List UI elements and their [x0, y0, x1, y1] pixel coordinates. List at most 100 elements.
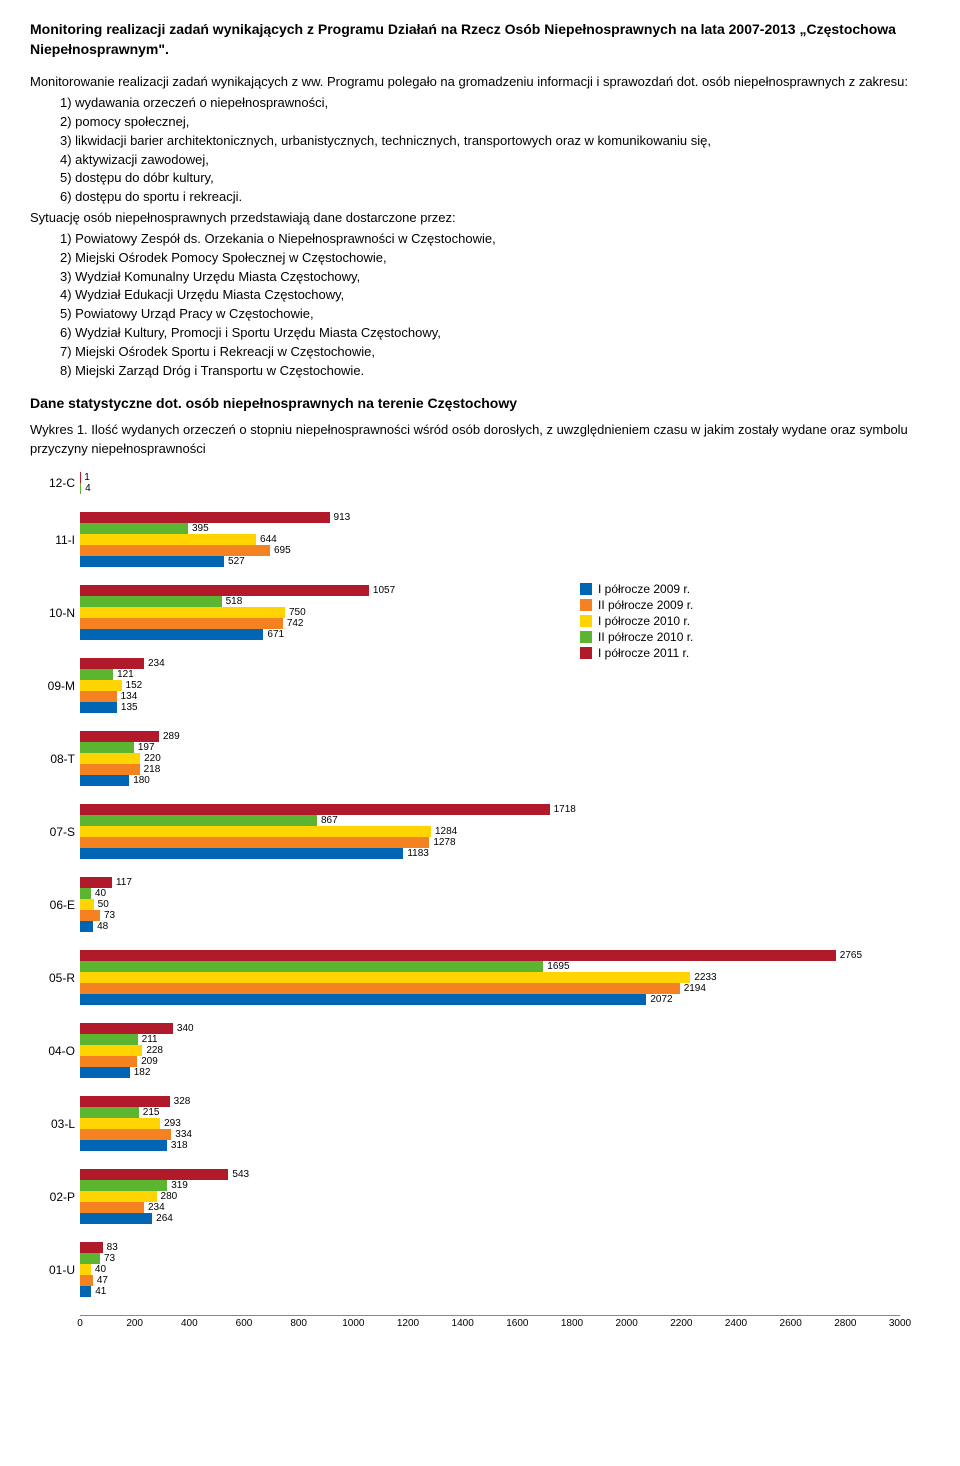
chart-bar [80, 775, 129, 786]
chart-bar [80, 950, 836, 961]
chart-legend-item: I półrocze 2011 r. [580, 646, 693, 660]
chart-bar-label: 234 [148, 1202, 165, 1213]
chart-bar [80, 512, 330, 523]
chart-bar-label: 1718 [554, 804, 576, 815]
chart-bar-label: 318 [171, 1140, 188, 1151]
chart-bar [80, 1264, 91, 1275]
chart-x-axis: 0200400600800100012001400160018002000220… [80, 1315, 900, 1336]
chart-bar [80, 618, 283, 629]
chart-bar [80, 753, 140, 764]
chart-bar [80, 983, 680, 994]
chart-bar [80, 1169, 228, 1180]
chart-bar [80, 1202, 144, 1213]
chart-bar [80, 1023, 173, 1034]
chart-bar-label: 293 [164, 1118, 181, 1129]
chart-x-tick: 1400 [452, 1318, 474, 1329]
chart-bar-label: 152 [126, 680, 143, 691]
chart-bar-label: 1695 [547, 961, 569, 972]
chart-bar-label: 209 [141, 1056, 158, 1067]
list-item: 2) pomocy społecznej, [60, 113, 930, 132]
chart-bar-label: 1278 [433, 837, 455, 848]
chart-bar-label: 211 [142, 1034, 158, 1045]
chart-bar [80, 585, 369, 596]
chart-bar [80, 483, 81, 494]
chart-bar-label: 40 [95, 888, 106, 899]
chart-bar-label: 264 [156, 1213, 173, 1224]
chart-bar-label: 197 [138, 742, 155, 753]
chart-bar-label: 4 [85, 483, 91, 494]
chart-bar-label: 644 [260, 534, 277, 545]
chart-bar [80, 596, 222, 607]
list-item: 1) wydawania orzeczeń o niepełnosprawnoś… [60, 94, 930, 113]
chart-x-tick: 2000 [616, 1318, 638, 1329]
list-1: 1) wydawania orzeczeń o niepełnosprawnoś… [60, 94, 930, 207]
list-item: 6) Wydział Kultury, Promocji i Sportu Ur… [60, 324, 930, 343]
chart-bar [80, 899, 94, 910]
chart-bar-label: 41 [95, 1286, 106, 1297]
chart-bar-label: 121 [117, 669, 134, 680]
intro-1: Monitorowanie realizacji zadań wynikając… [30, 73, 930, 92]
legend-label: I półrocze 2010 r. [598, 614, 690, 628]
chart-bar [80, 1213, 152, 1224]
list-item: 4) aktywizacji zawodowej, [60, 151, 930, 170]
chart-bar [80, 877, 112, 888]
chart-category-label: 05-R [30, 971, 75, 985]
chart-bar [80, 742, 134, 753]
chart-bar-label: 2072 [650, 994, 672, 1005]
chart-bar-label: 73 [104, 910, 115, 921]
chart-bar [80, 764, 140, 775]
intro-2: Sytuację osób niepełnosprawnych przedsta… [30, 209, 930, 228]
chart-x-tick: 1800 [561, 1318, 583, 1329]
chart-x-tick: 2400 [725, 1318, 747, 1329]
chart-bar [80, 848, 403, 859]
chart-legend-item: I półrocze 2010 r. [580, 614, 693, 628]
chart-bar-label: 234 [148, 658, 165, 669]
chart-bar-label: 134 [121, 691, 138, 702]
legend-swatch [580, 599, 592, 611]
chart-bar [80, 1253, 100, 1264]
section-subtitle: Dane statystyczne dot. osób niepełnospra… [30, 395, 930, 411]
legend-label: II półrocze 2010 r. [598, 630, 693, 644]
chart-x-tick: 600 [236, 1318, 253, 1329]
chart-category-label: 09-M [30, 679, 75, 693]
chart-bar [80, 731, 159, 742]
chart-bar [80, 837, 429, 848]
chart-category-label: 06-E [30, 898, 75, 912]
chart-bar-label: 73 [104, 1253, 115, 1264]
chart-bar-label: 742 [287, 618, 304, 629]
chart-bar [80, 691, 117, 702]
chart-bar [80, 994, 646, 1005]
chart-bar [80, 556, 224, 567]
chart-bar [80, 1034, 138, 1045]
chart-bar-label: 671 [267, 629, 284, 640]
list-item: 5) dostępu do dóbr kultury, [60, 169, 930, 188]
chart-bar [80, 1191, 157, 1202]
chart-bar [80, 607, 285, 618]
chart-bar [80, 1056, 137, 1067]
chart-bar [80, 1045, 142, 1056]
list-item: 3) likwidacji barier architektonicznych,… [60, 132, 930, 151]
chart-x-tick: 1600 [506, 1318, 528, 1329]
chart-bar-label: 1183 [407, 848, 429, 859]
chart-bar-label: 1057 [373, 585, 395, 596]
chart-bar-label: 334 [175, 1129, 192, 1140]
list-item: 4) Wydział Edukacji Urzędu Miasta Często… [60, 286, 930, 305]
chart-bar-label: 218 [144, 764, 161, 775]
chart-category-label: 03-L [30, 1117, 75, 1131]
chart-bar-label: 543 [232, 1169, 249, 1180]
chart-bar [80, 1118, 160, 1129]
chart-bar-label: 117 [116, 877, 132, 888]
chart-bar-label: 83 [107, 1242, 118, 1253]
chart-x-tick: 2600 [780, 1318, 802, 1329]
chart-bar-label: 1 [84, 472, 90, 483]
chart-bar-label: 2194 [684, 983, 706, 994]
chart-bar [80, 804, 550, 815]
chart-x-tick: 1200 [397, 1318, 419, 1329]
chart-bar-label: 182 [134, 1067, 151, 1078]
chart-x-tick: 0 [77, 1318, 83, 1329]
chart-bar [80, 1275, 93, 1286]
chart-bar-label: 220 [144, 753, 161, 764]
chart-bar [80, 1180, 167, 1191]
list-item: 5) Powiatowy Urząd Pracy w Częstochowie, [60, 305, 930, 324]
legend-swatch [580, 631, 592, 643]
